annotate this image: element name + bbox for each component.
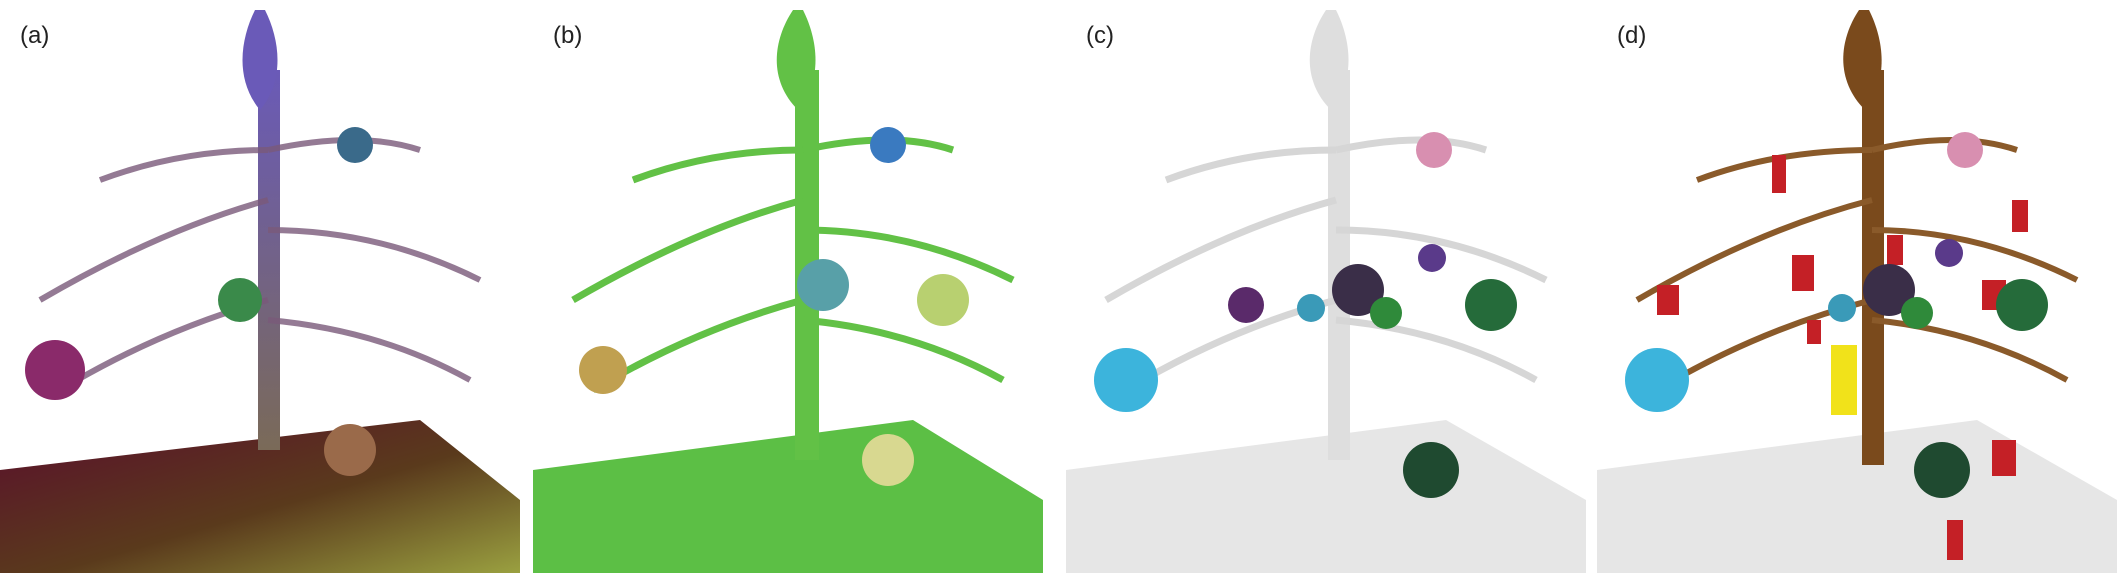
tree-top-ornament <box>776 10 816 110</box>
panel-a: (a) <box>0 0 530 573</box>
ornament-sphere <box>1403 442 1459 498</box>
branches <box>571 136 1015 394</box>
ornament-sphere <box>1370 297 1402 329</box>
tree-top-ornament <box>1843 10 1882 110</box>
ornament-sphere <box>1901 297 1933 329</box>
tree-trunk <box>1328 70 1350 460</box>
branches <box>1104 136 1548 394</box>
ornament-sphere <box>1996 279 2048 331</box>
tree-top-ornament <box>242 10 278 110</box>
branches <box>38 137 482 393</box>
panel-a-image <box>0 10 520 573</box>
panel-b-image <box>533 10 1043 573</box>
ornament-sphere <box>917 274 969 326</box>
panel-c-image <box>1066 10 1586 573</box>
panel-d-image <box>1597 10 2117 573</box>
ornament-sphere <box>797 259 849 311</box>
panel-d: (d) <box>1597 0 2127 573</box>
ornament-sphere <box>1828 294 1856 322</box>
ornament-sphere <box>1418 244 1446 272</box>
ornament-sphere <box>1094 348 1158 412</box>
ground-plane <box>1597 420 2117 573</box>
ornament-sphere <box>870 127 906 163</box>
tree-trunk <box>1862 70 1884 465</box>
ornament-sphere <box>1332 264 1384 316</box>
ornament-sphere <box>25 340 85 400</box>
ornament-sphere <box>1297 294 1325 322</box>
ground-plane <box>533 420 1043 573</box>
panel-label: (c) <box>1086 22 1114 49</box>
ornament-sphere <box>1914 442 1970 498</box>
ornament-sphere <box>1947 132 1983 168</box>
ornament-sphere <box>862 434 914 486</box>
ground-plane <box>1066 420 1586 573</box>
ornament-sphere <box>1935 239 1963 267</box>
highlighted-objects <box>1657 155 2028 560</box>
highlighted-figure <box>1831 345 1857 415</box>
tree-trunk <box>258 70 280 450</box>
ornament-sphere <box>1228 287 1264 323</box>
ornament-sphere <box>337 127 373 163</box>
ornament-sphere <box>579 346 627 394</box>
ornament-sphere <box>324 424 376 476</box>
ornament-sphere <box>1416 132 1452 168</box>
panel-b: (b) <box>533 0 1063 573</box>
ground-plane <box>0 420 520 573</box>
panel-label: (a) <box>20 22 50 49</box>
panel-c: (c) <box>1066 0 1596 573</box>
ornament-sphere <box>1625 348 1689 412</box>
ornament-sphere <box>218 278 262 322</box>
ornament-sphere <box>1863 264 1915 316</box>
panel-label: (b) <box>553 22 583 49</box>
panel-label: (d) <box>1617 22 1647 49</box>
ornament-sphere <box>1465 279 1517 331</box>
tree-top-ornament <box>1309 10 1349 110</box>
